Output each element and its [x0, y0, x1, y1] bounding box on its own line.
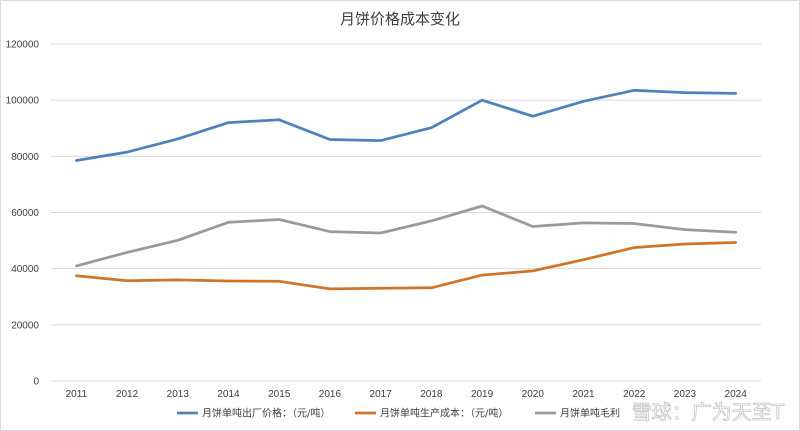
x-axis-tick-labels: 2011 2012 2013 2014 2015 2016 2017 2018 2019 2020…: [66, 389, 748, 400]
x-tick-label: 2013: [167, 389, 190, 400]
series-lines: [75, 88, 737, 291]
watermark-text: 雪球：广为天至T: [632, 400, 785, 424]
x-tick-label: 2024: [725, 389, 748, 400]
x-tick-label: 2020: [522, 389, 545, 400]
x-tick-label: 2023: [674, 389, 697, 400]
y-tick-label: 100000: [6, 96, 40, 107]
legend-label-2: 月饼单吨生产成本：（元/吨）: [380, 407, 508, 420]
x-tick-label: 2012: [116, 389, 139, 400]
grid-lines: [51, 43, 761, 382]
legend-label-1: 月饼单吨出厂价格：（元/吨）: [202, 407, 330, 420]
x-tick-label: 2016: [319, 389, 342, 400]
y-tick-label: 20000: [11, 320, 39, 331]
y-tick-label: 80000: [11, 152, 39, 163]
x-tick-label: 2021: [572, 389, 595, 400]
y-tick-label: 40000: [11, 264, 39, 275]
y-tick-label: 120000: [6, 40, 40, 51]
x-tick-label: 2015: [268, 389, 291, 400]
x-tick-label: 2018: [420, 389, 443, 400]
series-line-3: [75, 204, 737, 268]
series-line-2: [75, 241, 737, 291]
y-tick-label: 0: [33, 377, 39, 388]
x-tick-label: 2014: [217, 389, 240, 400]
chart-title: 月饼价格成本变化: [340, 10, 460, 28]
y-tick-label: 60000: [11, 208, 39, 219]
x-tick-label: 2011: [66, 389, 88, 400]
legend: 月饼单吨出厂价格：（元/吨） 月饼单吨生产成本：（元/吨） 月饼单吨毛利: [177, 407, 620, 420]
legend-label-3: 月饼单吨毛利: [560, 407, 620, 420]
x-tick-label: 2017: [370, 389, 393, 400]
y-axis-tick-labels: 0 20000 40000 60000 80000 100000 120000: [6, 40, 40, 388]
series-line-1: [75, 88, 737, 162]
x-tick-label: 2022: [623, 389, 646, 400]
x-tick-label: 2019: [471, 389, 494, 400]
